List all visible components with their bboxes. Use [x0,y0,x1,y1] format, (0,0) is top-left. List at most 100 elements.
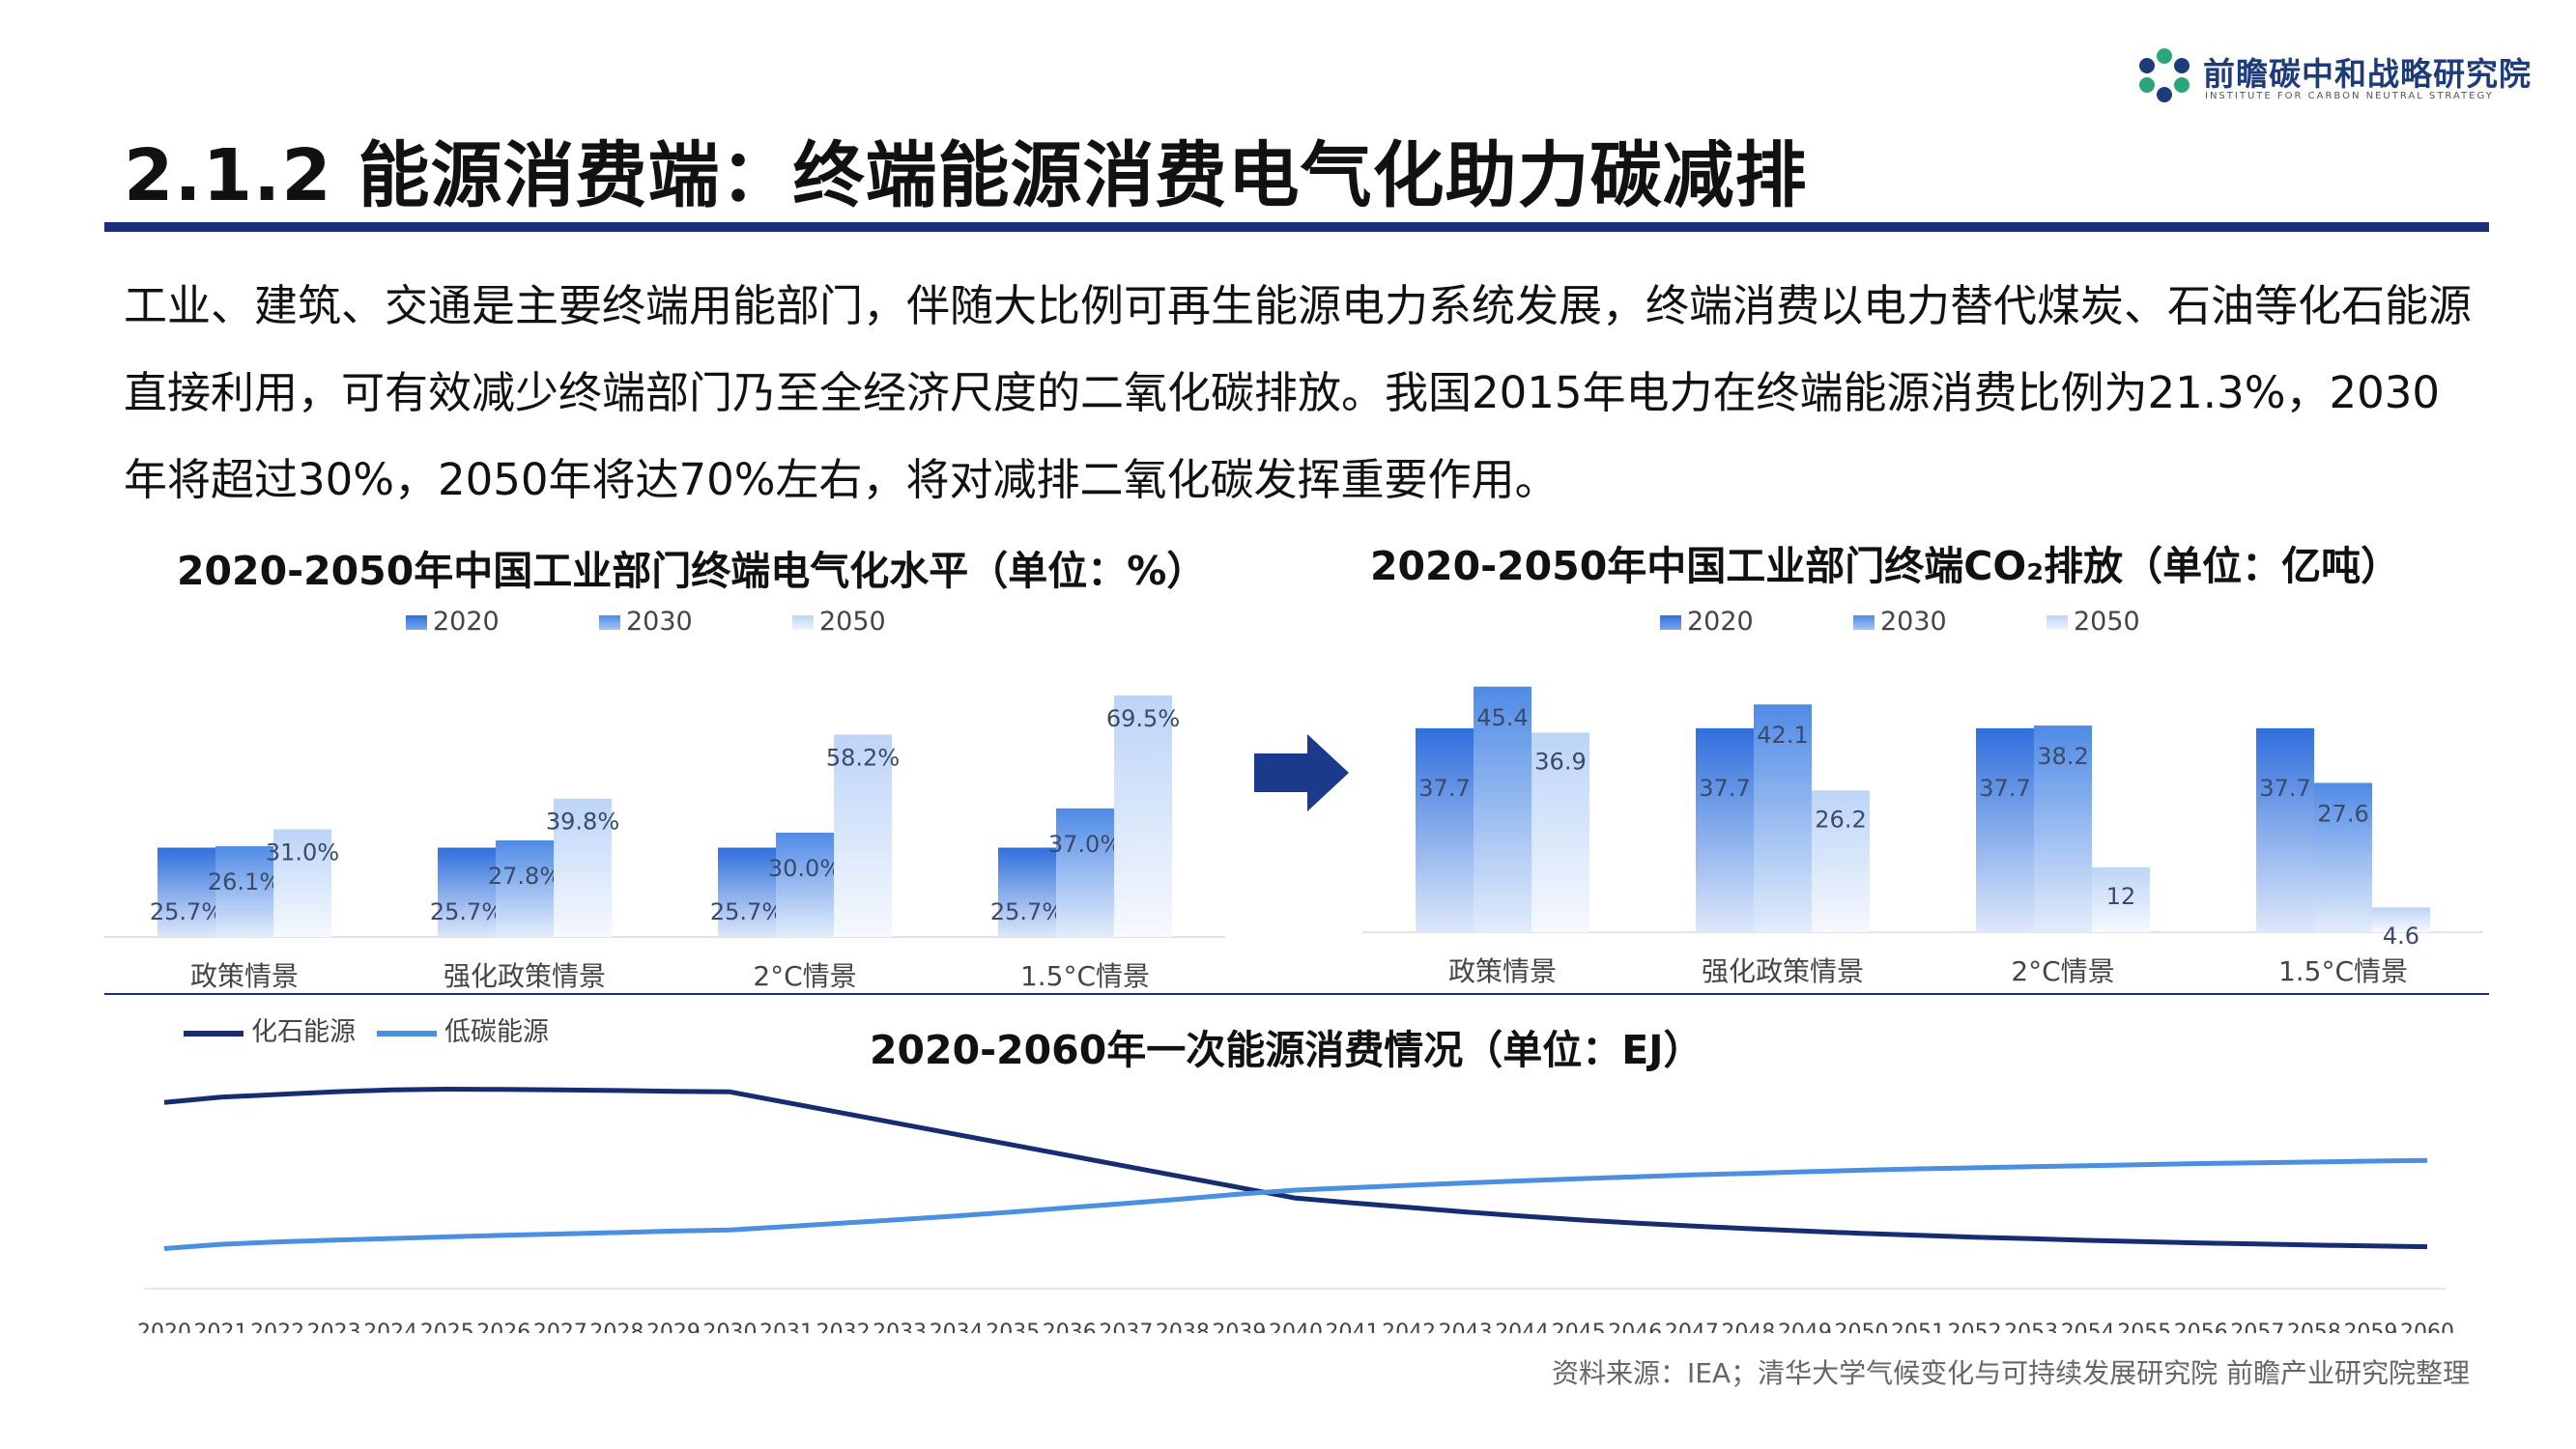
logo-name: 前瞻碳中和战略研究院 [2203,55,2532,93]
chart3-legend-fossil: 化石能源 [184,1010,356,1048]
chart3-legend-label: 化石能源 [251,1017,356,1047]
bar [496,839,554,937]
category-label: 1.5°C情景 [1020,960,1150,992]
bar [215,846,273,937]
x-tick-label: 2057 [2230,1321,2284,1333]
x-tick-label: 2060 [2400,1321,2454,1333]
bar-value-label: 27.8% [488,863,561,890]
chart2-legend-2030: 2030 [1853,607,1947,637]
chart1-legend-2020: 2020 [406,607,500,637]
section-separator [104,993,2489,995]
x-tick-label: 2052 [1948,1321,2002,1333]
bar-value-label: 37.7 [2259,775,2310,802]
x-tick-label: 2055 [2117,1321,2171,1333]
bar-value-label: 36.9 [1534,748,1586,775]
bar-value-label: 37.7 [1418,775,1470,802]
x-tick-label: 2032 [816,1321,871,1333]
chart1-legend-2050: 2050 [792,607,886,637]
bar [157,847,215,937]
x-tick-label: 2033 [873,1321,927,1333]
bar [776,833,834,937]
bar-value-label: 12 [2106,883,2136,910]
x-tick-label: 2043 [1439,1321,1493,1333]
x-tick-label: 2023 [307,1321,361,1333]
chart1-legend-label: 2050 [819,607,886,637]
bar [2256,727,2314,932]
bar [438,847,496,937]
chart3-legend: 化石能源 低碳能源 [184,1010,667,1049]
bar [1416,727,1474,932]
bar [998,847,1056,937]
bar-value-label: 69.5% [1106,705,1180,732]
x-tick-label: 2037 [1099,1321,1153,1333]
bar [718,847,776,937]
bar [834,734,892,937]
bar-value-label: 30.0% [768,855,842,882]
chart2-legend-2020: 2020 [1660,607,1754,637]
x-tick-label: 2034 [930,1321,984,1333]
chart1-legend-label: 2030 [626,607,693,637]
x-tick-label: 2047 [1665,1321,1719,1333]
x-tick-label: 2036 [1043,1321,1097,1333]
bar [1474,686,1531,932]
x-tick-label: 2058 [2287,1321,2341,1333]
chart1-legend-2030: 2030 [599,607,693,637]
bar-value-label: 25.7% [430,898,503,925]
chart3-legend-lowcarbon: 低碳能源 [377,1010,549,1048]
bar [1754,704,1812,932]
bar-value-label: 25.7% [150,898,223,925]
chart3-legend-label: 低碳能源 [444,1017,549,1047]
bar-value-label: 42.1 [1757,722,1808,749]
x-tick-label: 2051 [1891,1321,1945,1333]
category-label: 政策情景 [1448,955,1557,987]
category-label: 强化政策情景 [1702,955,1864,987]
chart1-legend-label: 2020 [433,607,500,637]
x-tick-label: 2042 [1382,1321,1436,1333]
bar-value-label: 25.7% [990,898,1064,925]
x-tick-label: 2050 [1835,1321,1889,1333]
bar [2092,867,2150,932]
x-tick-label: 2041 [1326,1321,1380,1333]
x-tick-label: 2053 [2004,1321,2058,1333]
chart2-legend-2050: 2050 [2046,607,2140,637]
x-tick-label: 2049 [1778,1321,1832,1333]
x-tick-label: 2031 [759,1321,814,1333]
category-label: 1.5°C情景 [2278,955,2408,987]
category-label: 政策情景 [190,960,299,992]
x-tick-label: 2044 [1495,1321,1549,1333]
bar-value-label: 26.1% [208,868,281,895]
intro-paragraph: 工业、建筑、交通是主要终端用能部门，伴随大比例可再生能源电力系统发展，终端消费以… [124,280,2473,505]
chart1-title: 2020-2050年中国工业部门终端电气化水平（单位：%） [177,548,1207,594]
bar [2034,725,2092,932]
series-line [163,1157,2428,1251]
chart2-title: 2020-2050年中国工业部门终端CO₂排放（单位：亿吨） [1370,543,2401,589]
bar [1812,790,1870,932]
x-tick-label: 2040 [1269,1321,1323,1333]
page-title: 2.1.2 能源消费端：终端能源消费电气化助力碳减排 [124,134,1808,217]
x-tick-label: 2030 [703,1321,758,1333]
chart2-legend-label: 2050 [2074,607,2140,637]
logo: 前瞻碳中和战略研究院 INSTITUTE FOR CARBON NEUTRAL … [2135,46,2541,114]
chart2-legend-label: 2030 [1880,607,1947,637]
bar-value-label: 45.4 [1476,704,1528,731]
x-tick-label: 2035 [986,1321,1040,1333]
chart2-svg: 37.7 45.436.9 政策情景 37.7 42.1 26.2 强化政策情景 37.7 38… [1362,686,2483,987]
chart2-legend: 2020 2030 2050 [1660,607,2240,641]
bar-value-label: 37.7 [1979,775,2030,802]
bar-value-label: 27.6 [2317,800,2368,827]
bar-value-label: 38.2 [2037,743,2088,770]
x-tick-label: 2054 [2061,1321,2115,1333]
hexagon-logo-icon [2139,48,2190,102]
bar-value-label: 37.0% [1048,831,1122,858]
bar-value-label: 37.7 [1699,775,1750,802]
series-line [163,1087,2428,1250]
x-tick-label: 2027 [533,1321,587,1333]
x-tick-label: 2025 [420,1321,474,1333]
right-arrow-icon [1254,734,1349,811]
title-rule [104,222,2489,232]
chart1-legend: 2020 2030 2050 [406,607,986,641]
x-tick-label: 2046 [1608,1321,1662,1333]
x-tick-label: 2056 [2174,1321,2228,1333]
x-tick-label: 2038 [1156,1321,1210,1333]
bar [1114,695,1172,937]
